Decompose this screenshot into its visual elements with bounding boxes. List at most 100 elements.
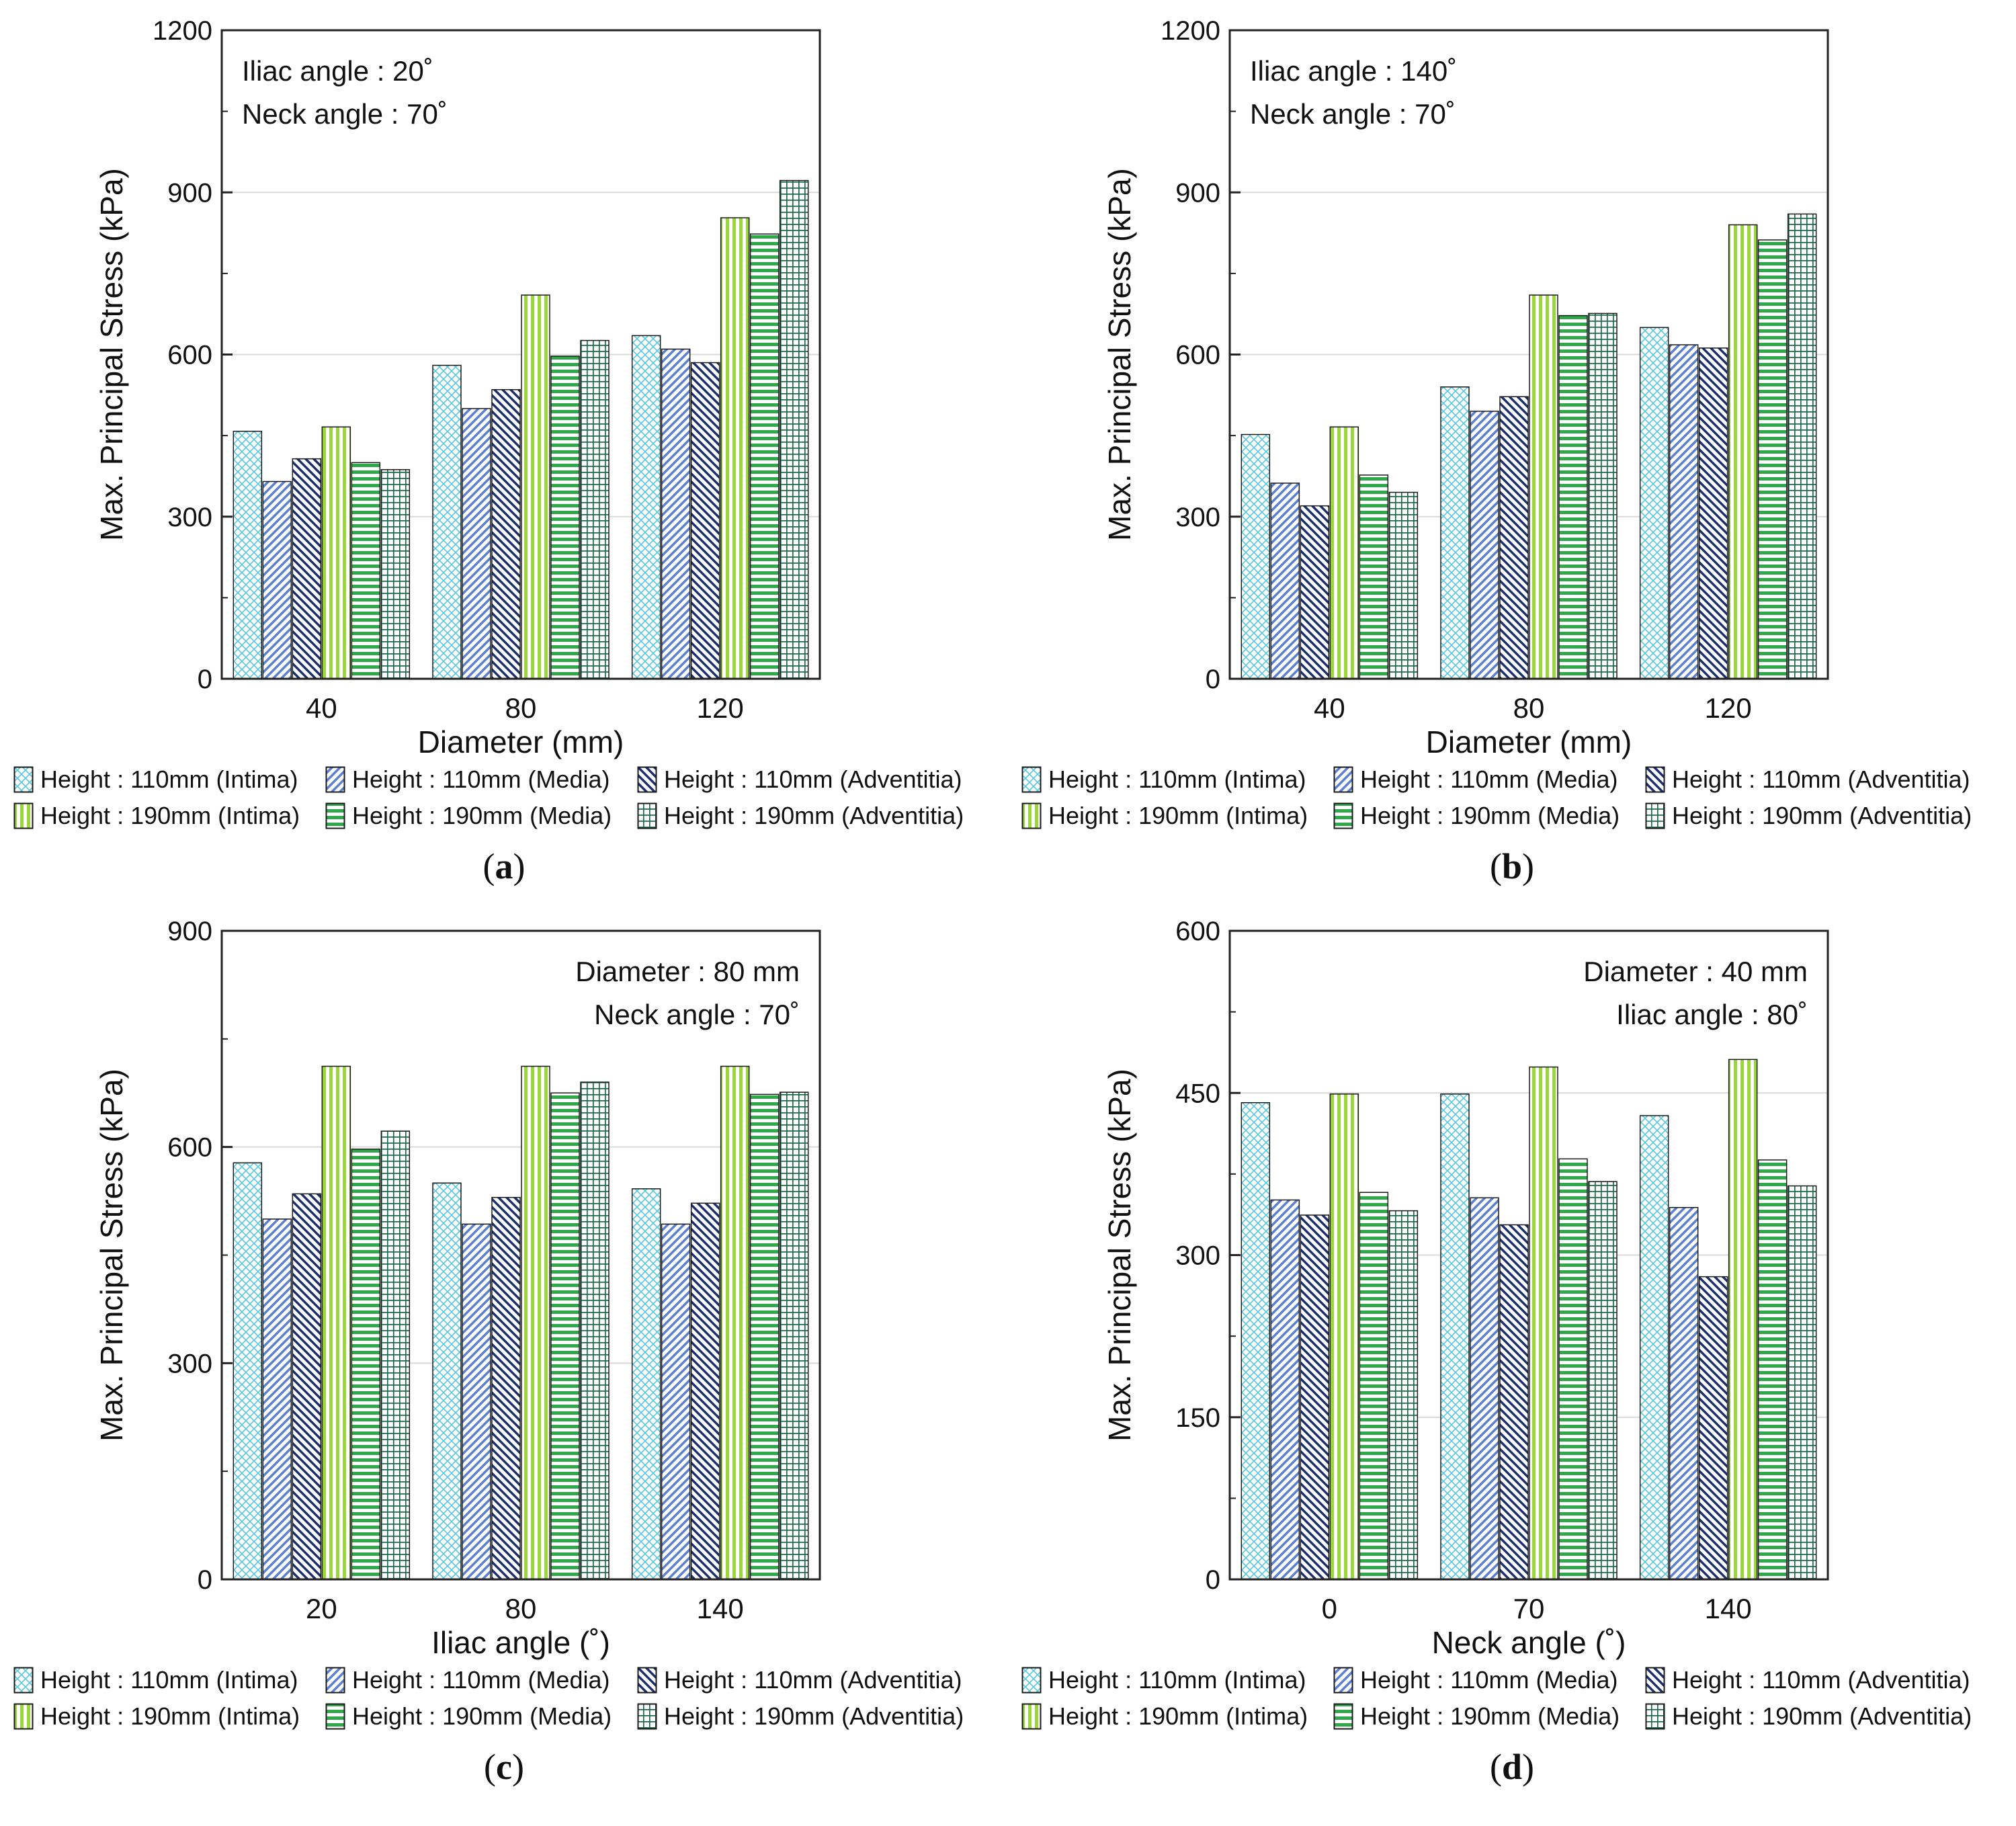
bar-a-intima-190-120 bbox=[720, 217, 750, 679]
legend-item-a-intima-110: Height : 110mm (Intima) bbox=[13, 765, 325, 794]
bar-b-intima-110-40 bbox=[1241, 433, 1271, 679]
bar-d-media-190-0 bbox=[1359, 1192, 1389, 1580]
bar-d-intima-110-0 bbox=[1241, 1102, 1271, 1580]
bar-c-media-190-80 bbox=[550, 1092, 580, 1580]
legend-swatch-a-intima-110 bbox=[13, 766, 34, 793]
legend-label-c-media-110: Height : 110mm (Media) bbox=[352, 1666, 610, 1694]
legend-label-a-intima-190: Height : 190mm (Intima) bbox=[40, 802, 300, 829]
legend-label-a-media-110: Height : 110mm (Media) bbox=[352, 765, 610, 793]
bar-c-intima-190-140 bbox=[720, 1065, 750, 1580]
y-tick-label-c-3: 900 bbox=[167, 917, 212, 946]
y-axis-label-c: Max. Principal Stress (kPa) bbox=[94, 1069, 129, 1442]
legend-swatch-b-media-190 bbox=[1333, 802, 1353, 829]
bar-a-media-110-120 bbox=[661, 348, 691, 679]
bar-b-intima-110-120 bbox=[1639, 327, 1669, 679]
bar-d-media-190-140 bbox=[1757, 1159, 1788, 1580]
legend-swatch-b-adventitia-110 bbox=[1645, 766, 1665, 793]
annotation-c-1: Neck angle : 70˚ bbox=[594, 999, 800, 1030]
x-tick-label-c-0: 20 bbox=[306, 1593, 337, 1624]
bar-a-adventitia-110-120 bbox=[690, 362, 720, 679]
x-axis-label-b: Diameter (mm) bbox=[1426, 724, 1632, 759]
bar-b-media-110-40 bbox=[1270, 483, 1300, 679]
legend-c: Height : 110mm (Intima) Height : 110mm (M… bbox=[13, 1665, 1008, 1731]
legend-swatch-a-adventitia-190 bbox=[637, 802, 657, 829]
x-tick-label-d-2: 140 bbox=[1705, 1593, 1752, 1624]
legend-d: Height : 110mm (Intima) Height : 110mm (M… bbox=[1021, 1665, 2016, 1731]
x-tick-label-b-0: 40 bbox=[1314, 692, 1345, 724]
legend-swatch-a-media-190 bbox=[325, 802, 345, 829]
bar-c-adventitia-110-80 bbox=[491, 1196, 521, 1580]
bar-c-adventitia-190-20 bbox=[380, 1130, 411, 1580]
y-tick-label-a-4: 1200 bbox=[153, 16, 212, 46]
annotation-d-1: Iliac angle : 80˚ bbox=[1616, 999, 1808, 1030]
y-tick-label-d-0: 0 bbox=[1206, 1565, 1220, 1595]
bar-c-adventitia-190-140 bbox=[779, 1091, 809, 1580]
bar-c-intima-190-20 bbox=[321, 1065, 351, 1580]
legend-label-c-adventitia-190: Height : 190mm (Adventitia) bbox=[664, 1702, 964, 1730]
legend-item-b-media-110: Height : 110mm (Media) bbox=[1333, 765, 1645, 794]
bar-a-adventitia-190-40 bbox=[380, 469, 411, 679]
bar-c-intima-110-20 bbox=[233, 1162, 263, 1580]
legend-label-c-media-190: Height : 190mm (Media) bbox=[352, 1702, 612, 1730]
bar-a-intima-110-80 bbox=[432, 364, 462, 679]
bar-b-media-110-120 bbox=[1669, 344, 1699, 679]
bar-a-intima-110-120 bbox=[631, 335, 661, 679]
legend-item-d-intima-110: Height : 110mm (Intima) bbox=[1021, 1665, 1333, 1695]
bar-d-intima-190-0 bbox=[1329, 1093, 1359, 1580]
legend-label-a-intima-110: Height : 110mm (Intima) bbox=[40, 765, 298, 793]
x-tick-label-a-0: 40 bbox=[306, 692, 337, 724]
x-tick-label-a-2: 120 bbox=[697, 692, 744, 724]
legend-item-d-intima-190: Height : 190mm (Intima) bbox=[1021, 1702, 1333, 1731]
legend-item-d-adventitia-190: Height : 190mm (Adventitia) bbox=[1645, 1702, 2016, 1731]
bar-a-intima-190-40 bbox=[321, 426, 351, 679]
bar-b-intima-190-120 bbox=[1728, 224, 1758, 679]
legend-swatch-d-adventitia-190 bbox=[1645, 1703, 1665, 1730]
legend-label-b-intima-190: Height : 190mm (Intima) bbox=[1048, 802, 1308, 829]
legend-label-b-adventitia-110: Height : 110mm (Adventitia) bbox=[1672, 765, 1970, 793]
legend-label-a-adventitia-190: Height : 190mm (Adventitia) bbox=[664, 802, 964, 829]
bar-a-media-190-120 bbox=[749, 233, 780, 679]
legend-swatch-d-media-110 bbox=[1333, 1667, 1353, 1694]
y-tick-label-c-1: 300 bbox=[167, 1349, 212, 1378]
legend-label-d-media-110: Height : 110mm (Media) bbox=[1360, 1666, 1618, 1694]
x-axis-label-a: Diameter (mm) bbox=[418, 724, 624, 759]
legend-swatch-d-intima-190 bbox=[1021, 1703, 1042, 1730]
legend-item-b-intima-110: Height : 110mm (Intima) bbox=[1021, 765, 1333, 794]
y-tick-label-b-4: 1200 bbox=[1161, 16, 1220, 46]
panel-label-d: d bbox=[1501, 1747, 1523, 1787]
bar-b-media-190-120 bbox=[1757, 239, 1788, 679]
annotation-d-0: Diameter : 40 mm bbox=[1583, 956, 1808, 987]
legend-swatch-b-intima-110 bbox=[1021, 766, 1042, 793]
bar-d-intima-110-140 bbox=[1639, 1115, 1669, 1580]
bar-d-adventitia-110-140 bbox=[1698, 1276, 1728, 1580]
bar-b-media-190-40 bbox=[1359, 474, 1389, 679]
y-tick-label-c-0: 0 bbox=[198, 1565, 212, 1595]
legend-swatch-a-adventitia-110 bbox=[637, 766, 657, 793]
legend-a: Height : 110mm (Intima) Height : 110mm (M… bbox=[13, 765, 1008, 831]
legend-label-d-adventitia-110: Height : 110mm (Adventitia) bbox=[1672, 1666, 1970, 1694]
bar-b-intima-190-80 bbox=[1529, 294, 1558, 679]
y-tick-label-a-3: 900 bbox=[167, 178, 212, 208]
y-tick-label-d-1: 150 bbox=[1175, 1403, 1220, 1433]
y-tick-label-b-1: 300 bbox=[1175, 503, 1220, 532]
bar-a-intima-190-80 bbox=[521, 294, 550, 679]
legend-label-d-intima-110: Height : 110mm (Intima) bbox=[1048, 1666, 1306, 1694]
chart-panel-b: 0 300 600 900 1200 40 80 120 Diameter (mm) Max. P… bbox=[1008, 0, 2016, 901]
x-tick-label-d-1: 70 bbox=[1513, 1593, 1545, 1624]
legend-label-c-intima-110: Height : 110mm (Intima) bbox=[40, 1666, 298, 1694]
bar-c-media-190-140 bbox=[749, 1093, 780, 1580]
legend-item-c-intima-110: Height : 110mm (Intima) bbox=[13, 1665, 325, 1695]
bar-a-adventitia-110-40 bbox=[292, 458, 322, 679]
legend-label-d-intima-190: Height : 190mm (Intima) bbox=[1048, 1702, 1308, 1730]
legend-swatch-d-intima-110 bbox=[1021, 1667, 1042, 1694]
legend-item-a-media-190: Height : 190mm (Media) bbox=[325, 801, 637, 831]
bar-chart-a: 0 300 600 900 1200 40 80 120 Diameter (mm) Max. P… bbox=[94, 16, 821, 759]
bar-c-adventitia-110-20 bbox=[292, 1193, 322, 1580]
y-tick-label-a-2: 600 bbox=[167, 341, 212, 370]
x-tick-label-b-1: 80 bbox=[1513, 692, 1545, 724]
bar-a-adventitia-190-80 bbox=[580, 339, 610, 679]
x-tick-label-d-0: 0 bbox=[1322, 1593, 1337, 1624]
legend-swatch-d-adventitia-110 bbox=[1645, 1667, 1665, 1694]
y-axis-label-d: Max. Principal Stress (kPa) bbox=[1102, 1069, 1137, 1442]
